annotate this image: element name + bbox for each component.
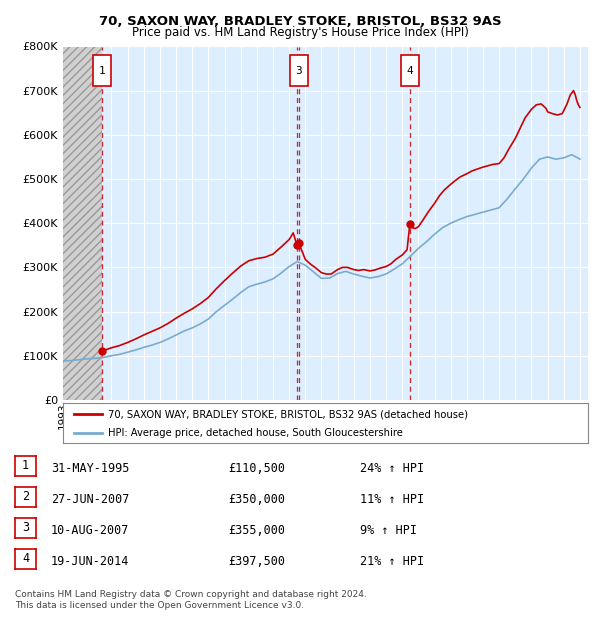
Text: 1: 1 (22, 459, 29, 472)
Text: 19-JUN-2014: 19-JUN-2014 (51, 555, 130, 567)
Text: 2: 2 (22, 490, 29, 503)
Text: 21% ↑ HPI: 21% ↑ HPI (360, 555, 424, 567)
Bar (63, 46, 102, 400)
Text: 70, SAXON WAY, BRADLEY STOKE, BRISTOL, BS32 9AS (detached house): 70, SAXON WAY, BRADLEY STOKE, BRISTOL, B… (107, 409, 467, 419)
Bar (93, 55, 111, 86)
Text: £110,500: £110,500 (228, 462, 285, 474)
Text: 3: 3 (22, 521, 29, 534)
Text: 11% ↑ HPI: 11% ↑ HPI (360, 493, 424, 505)
Text: 4: 4 (406, 66, 413, 76)
Text: 24% ↑ HPI: 24% ↑ HPI (360, 462, 424, 474)
Text: 4: 4 (22, 552, 29, 565)
Text: HPI: Average price, detached house, South Gloucestershire: HPI: Average price, detached house, Sout… (107, 428, 403, 438)
Text: Price paid vs. HM Land Registry's House Price Index (HPI): Price paid vs. HM Land Registry's House … (131, 26, 469, 39)
Text: 27-JUN-2007: 27-JUN-2007 (51, 493, 130, 505)
Text: 31-MAY-1995: 31-MAY-1995 (51, 462, 130, 474)
Text: 1: 1 (99, 66, 106, 76)
Text: 10-AUG-2007: 10-AUG-2007 (51, 524, 130, 536)
Text: 3: 3 (296, 66, 302, 76)
Bar (401, 55, 419, 86)
Text: £397,500: £397,500 (228, 555, 285, 567)
Text: Contains HM Land Registry data © Crown copyright and database right 2024.
This d: Contains HM Land Registry data © Crown c… (15, 590, 367, 609)
Text: £355,000: £355,000 (228, 524, 285, 536)
Text: 9% ↑ HPI: 9% ↑ HPI (360, 524, 417, 536)
Bar (290, 55, 308, 86)
Text: £350,000: £350,000 (228, 493, 285, 505)
Text: 70, SAXON WAY, BRADLEY STOKE, BRISTOL, BS32 9AS: 70, SAXON WAY, BRADLEY STOKE, BRISTOL, B… (98, 15, 502, 28)
